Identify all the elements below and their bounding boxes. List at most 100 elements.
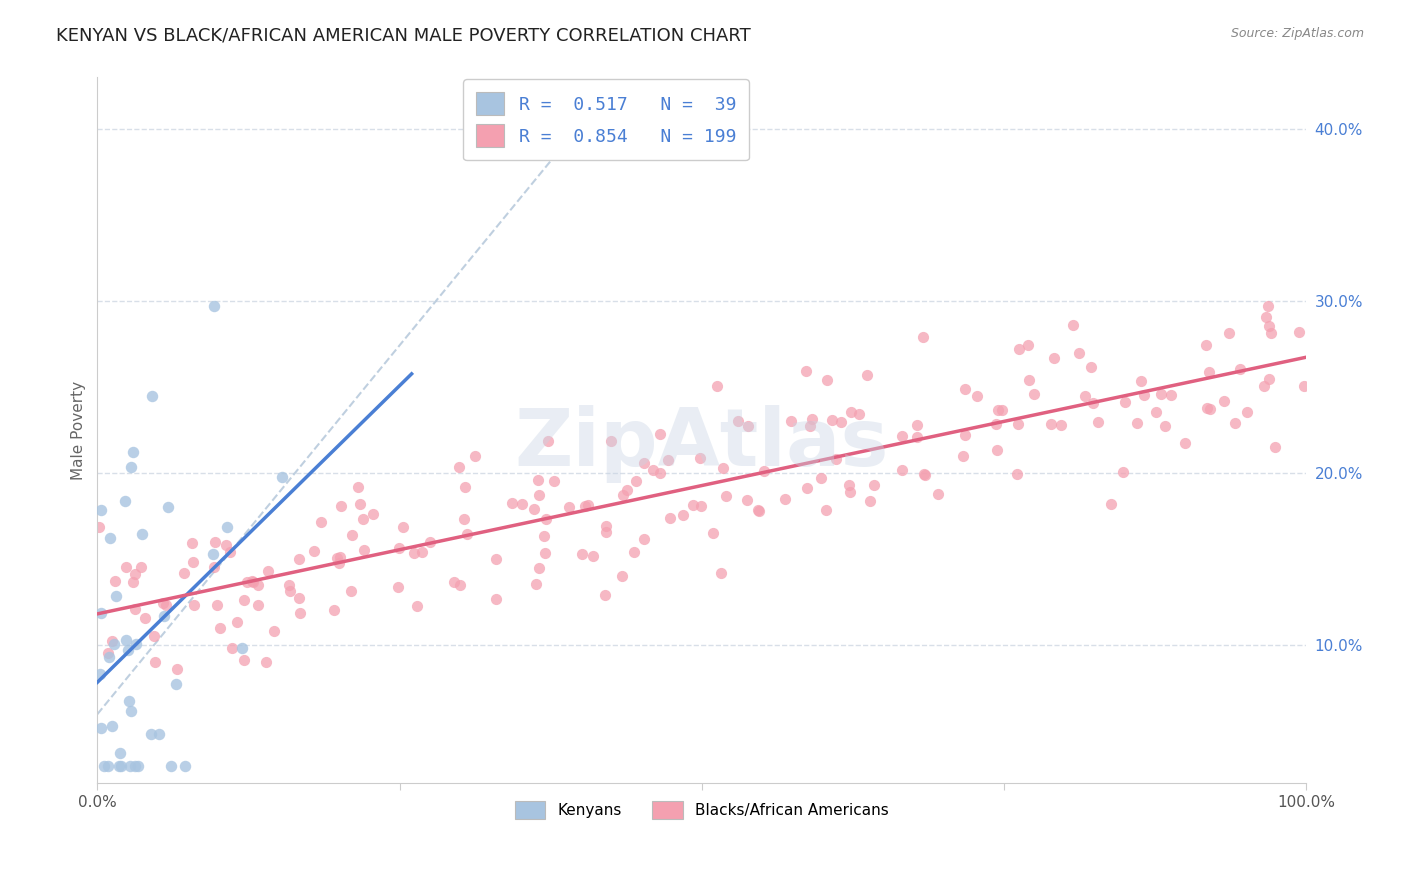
Point [1144, 404, 1167, 418]
Point [361, 507, 384, 521]
Point [1254, 310, 1277, 324]
Point [839, 405, 862, 419]
Point [650, 426, 672, 441]
Point [905, 430, 928, 444]
Point [794, 363, 817, 377]
Point [183, 599, 205, 613]
Point [278, 583, 301, 598]
Point [349, 497, 371, 511]
Point [1258, 371, 1281, 385]
Point [1050, 417, 1073, 432]
Point [120, 704, 142, 718]
Point [1294, 379, 1316, 393]
Point [392, 520, 415, 534]
Point [233, 653, 256, 667]
Point [966, 389, 988, 403]
Point [574, 500, 596, 514]
Point [986, 442, 1008, 457]
Point [839, 485, 862, 500]
Point [110, 759, 132, 773]
Point [124, 759, 146, 773]
Point [526, 474, 548, 488]
Point [658, 511, 681, 525]
Point [134, 610, 156, 624]
Point [1257, 299, 1279, 313]
Point [891, 429, 914, 443]
Point [101, 719, 124, 733]
Point [155, 598, 177, 612]
Point [984, 417, 1007, 431]
Point [571, 548, 593, 562]
Point [533, 546, 555, 560]
Point [309, 515, 332, 529]
Point [218, 545, 240, 559]
Point [1264, 440, 1286, 454]
Point [1132, 388, 1154, 402]
Point [166, 662, 188, 676]
Point [830, 415, 852, 429]
Point [453, 512, 475, 526]
Point [97, 759, 120, 773]
Point [1112, 465, 1135, 479]
Point [104, 589, 127, 603]
Point [672, 508, 695, 522]
Point [118, 759, 141, 773]
Point [456, 527, 478, 541]
Point [90, 606, 112, 620]
Point [173, 566, 195, 580]
Point [387, 580, 409, 594]
Point [270, 470, 292, 484]
Point [143, 655, 166, 669]
Point [737, 492, 759, 507]
Point [485, 592, 508, 607]
Point [633, 456, 655, 470]
Point [534, 512, 557, 526]
Point [576, 498, 599, 512]
Point [706, 379, 728, 393]
Point [174, 759, 197, 773]
Point [242, 574, 264, 589]
Point [148, 727, 170, 741]
Point [727, 414, 749, 428]
Point [779, 413, 801, 427]
Point [1223, 416, 1246, 430]
Point [454, 480, 477, 494]
Point [593, 588, 616, 602]
Point [485, 551, 508, 566]
Point [90, 721, 112, 735]
Point [209, 621, 232, 635]
Point [1199, 402, 1222, 417]
Point [122, 445, 145, 459]
Point [747, 503, 769, 517]
Point [120, 460, 142, 475]
Point [815, 502, 838, 516]
Point [233, 593, 256, 607]
Y-axis label: Male Poverty: Male Poverty [72, 381, 86, 480]
Point [98, 532, 121, 546]
Point [600, 434, 623, 449]
Point [1160, 388, 1182, 402]
Point [1154, 418, 1177, 433]
Point [690, 499, 713, 513]
Point [905, 418, 928, 433]
Point [139, 727, 162, 741]
Point [626, 474, 648, 488]
Point [328, 556, 350, 570]
Point [1081, 396, 1104, 410]
Point [953, 428, 976, 442]
Point [737, 418, 759, 433]
Point [1062, 318, 1084, 333]
Point [165, 677, 187, 691]
Point [912, 467, 935, 481]
Point [131, 527, 153, 541]
Point [108, 759, 131, 773]
Point [221, 640, 243, 655]
Point [1130, 374, 1153, 388]
Point [411, 545, 433, 559]
Point [124, 566, 146, 581]
Point [215, 538, 238, 552]
Point [103, 637, 125, 651]
Text: KENYAN VS BLACK/AFRICAN AMERICAN MALE POVERTY CORRELATION CHART: KENYAN VS BLACK/AFRICAN AMERICAN MALE PO… [56, 27, 751, 45]
Point [93, 759, 115, 773]
Point [1099, 498, 1122, 512]
